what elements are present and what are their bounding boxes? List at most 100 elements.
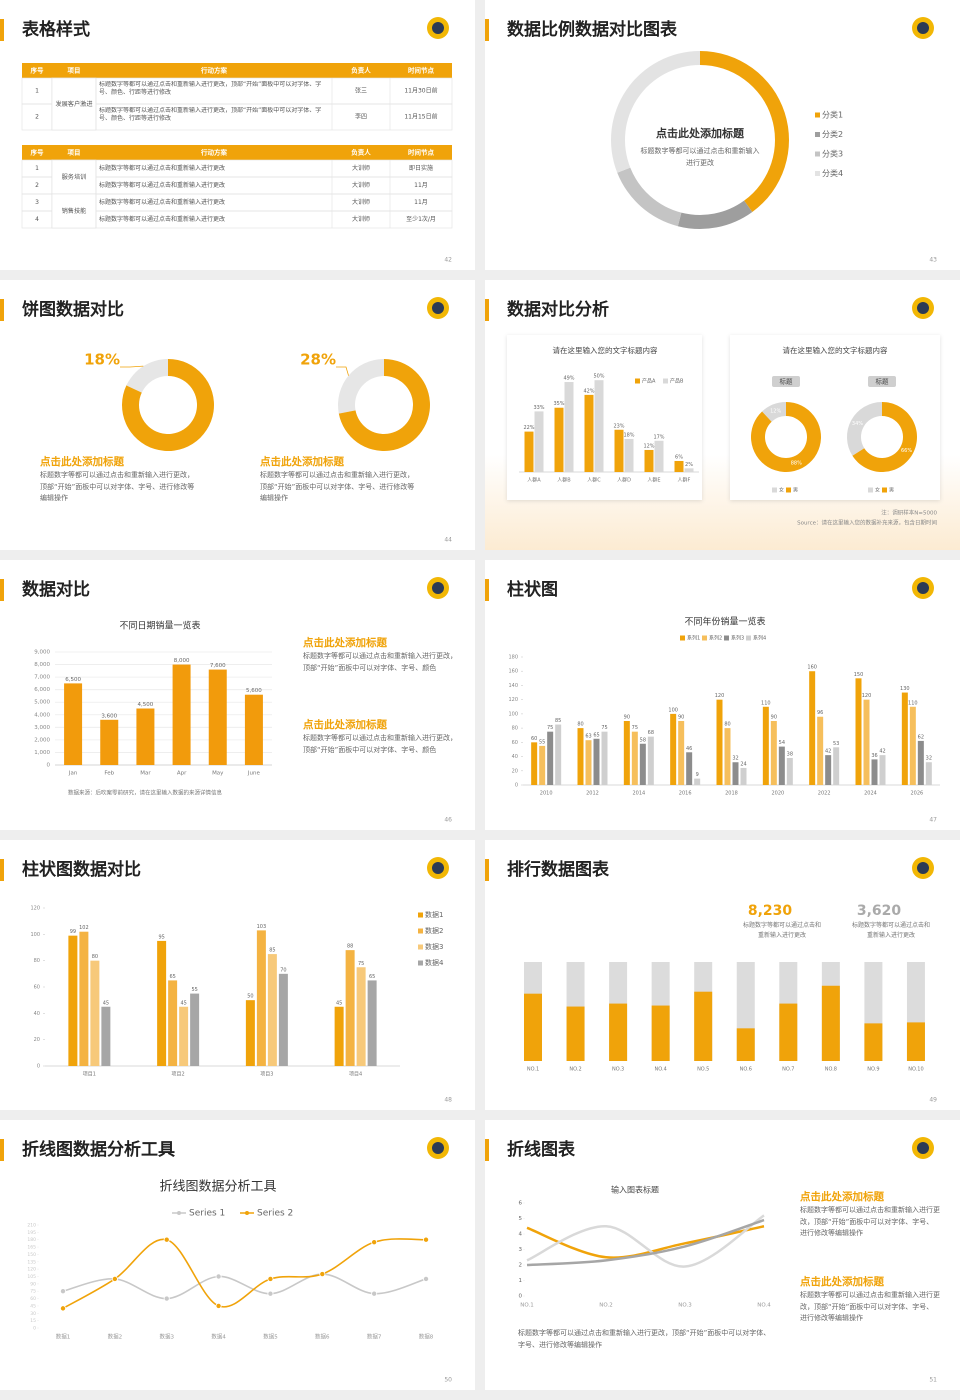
point (111, 1275, 118, 1282)
donut-segment (677, 200, 753, 229)
table-header-cell: 行动方案 (200, 148, 228, 157)
value-label: 45 (103, 1000, 109, 1006)
bar (547, 731, 554, 785)
bar (179, 1006, 189, 1066)
legend-label: 系列4 (753, 635, 766, 642)
chart-title: 不同日期销量一览表 (119, 620, 200, 632)
table-cell: 1 (35, 165, 39, 172)
bar (670, 713, 677, 785)
legend-label: 数据1 (425, 910, 443, 919)
title-accent (485, 579, 489, 601)
bar (623, 721, 630, 785)
legend-swatch (815, 171, 820, 176)
y-tick-label: 140 (508, 683, 518, 689)
value-label: 55 (539, 739, 545, 745)
table-cell (51, 77, 97, 131)
bar (909, 706, 916, 785)
value-label: 65 (169, 974, 175, 980)
caption-text: 标题数字等都可以通过点击和重新输入进行更改，顶部“开始”面板中可以对字体、字号、… (40, 471, 195, 503)
bar (740, 767, 747, 785)
value-label: 75 (601, 725, 607, 731)
legend-swatch (815, 112, 820, 118)
legend-swatch (418, 912, 423, 918)
bar (686, 752, 693, 785)
legend-swatch (702, 635, 707, 641)
table-cell-box: 标题数字等都可以通过点击和重新输入进行更改，顶部“开始”面板中可以对字体、字号、… (99, 81, 321, 96)
y-tick-label: 2,000 (34, 737, 50, 743)
title-accent (485, 19, 489, 41)
bar (821, 985, 840, 1061)
legend-label: 产品A (642, 378, 656, 385)
bar (356, 967, 366, 1066)
stat-text: 标题数字等都可以通过点击和重新输入进行更改 (852, 922, 930, 939)
legend-label: 女 (779, 487, 784, 494)
y-tick-label: 60 (30, 1296, 36, 1302)
donut-text: 标题数字等都可以通过点击和重新输入进行更改 (640, 147, 760, 167)
y-tick-label: 9,000 (34, 650, 50, 656)
logo-inner (917, 22, 929, 34)
title-accent (485, 1139, 489, 1161)
caption-text: 标题数字等都可以通过点击和重新输入进行更改，顶部“开始”面板中可以对字体、字号、… (303, 734, 457, 754)
value-label: 102 (79, 925, 89, 931)
value-label: 60 (531, 736, 537, 742)
source-note: 数据来源：后吹案零前研究，请在这里输入数据的来源详情信息 (68, 789, 223, 797)
value-label: 96 (817, 710, 823, 716)
value-label: 50% (593, 374, 604, 380)
bar (864, 1023, 883, 1061)
table-cell: 2 (35, 114, 39, 121)
donut-segment (762, 402, 786, 422)
x-tick-label: 数据1 (56, 1333, 71, 1341)
value-label: 32 (926, 756, 932, 762)
chart-title: 不同年份销量一览表 (684, 616, 765, 628)
table-group-label: 发展客户激进 (55, 100, 92, 108)
bar (614, 429, 624, 472)
point (371, 1290, 378, 1297)
y-tick-label: 105 (27, 1274, 36, 1280)
legend-label: 数据4 (425, 958, 444, 967)
y-tick-label: 60 (512, 740, 518, 746)
y-tick-label: 195 (27, 1230, 36, 1236)
legend-swatch (418, 960, 423, 966)
y-tick-label: 120 (508, 697, 518, 703)
y-tick-label: 40 (34, 1011, 40, 1017)
slide-title: 折线图表 (507, 1139, 576, 1160)
page-number: 46 (444, 817, 452, 824)
x-tick-label: 数据7 (367, 1333, 382, 1341)
x-tick-label: 项目4 (349, 1072, 362, 1078)
value-label: 45 (336, 1000, 342, 1006)
table-cell: 标题数字等都可以通过点击和重新输入进行更改 (99, 181, 225, 189)
x-tick-label: May (212, 771, 224, 777)
bar (593, 738, 600, 785)
bar (694, 778, 701, 785)
y-tick-label: 4 (519, 1232, 523, 1238)
line (62, 1273, 427, 1300)
bar (524, 993, 542, 1061)
caption-text-box: 标题数字等都可以通过点击和重新输入进行更改，顶部“开始”面板中可以对字体、字号、… (303, 734, 457, 754)
table-cell: 张三 (355, 87, 367, 95)
legend-label: 数据2 (425, 926, 443, 935)
x-tick-label: Apr (177, 771, 187, 777)
value-label: 58 (640, 737, 646, 743)
legend-swatch (680, 635, 685, 641)
point (371, 1239, 378, 1246)
value-label: 12% (770, 408, 781, 414)
legend-swatch (882, 487, 887, 493)
y-tick-label: 120 (27, 1267, 36, 1273)
table-header (22, 145, 452, 160)
value-label: 85 (269, 948, 275, 954)
bar (716, 699, 723, 785)
legend-swatch (868, 487, 873, 493)
value-label: 90 (624, 715, 630, 721)
y-tick-label: 3 (519, 1247, 523, 1253)
page-number: 44 (444, 537, 452, 544)
x-tick-label: 2012 (586, 791, 599, 797)
legend-label: 女 (875, 487, 880, 494)
x-tick-label: Jan (68, 771, 78, 777)
caption-heading: 点击此处添加标题 (260, 455, 344, 468)
legend-swatch (786, 487, 791, 493)
point (267, 1290, 274, 1297)
bar (770, 721, 777, 785)
value-label: 18% (623, 432, 634, 438)
bar (531, 742, 538, 785)
note: Source：请在这里输入您的数据补充来源，包含日期时间 (797, 519, 937, 527)
